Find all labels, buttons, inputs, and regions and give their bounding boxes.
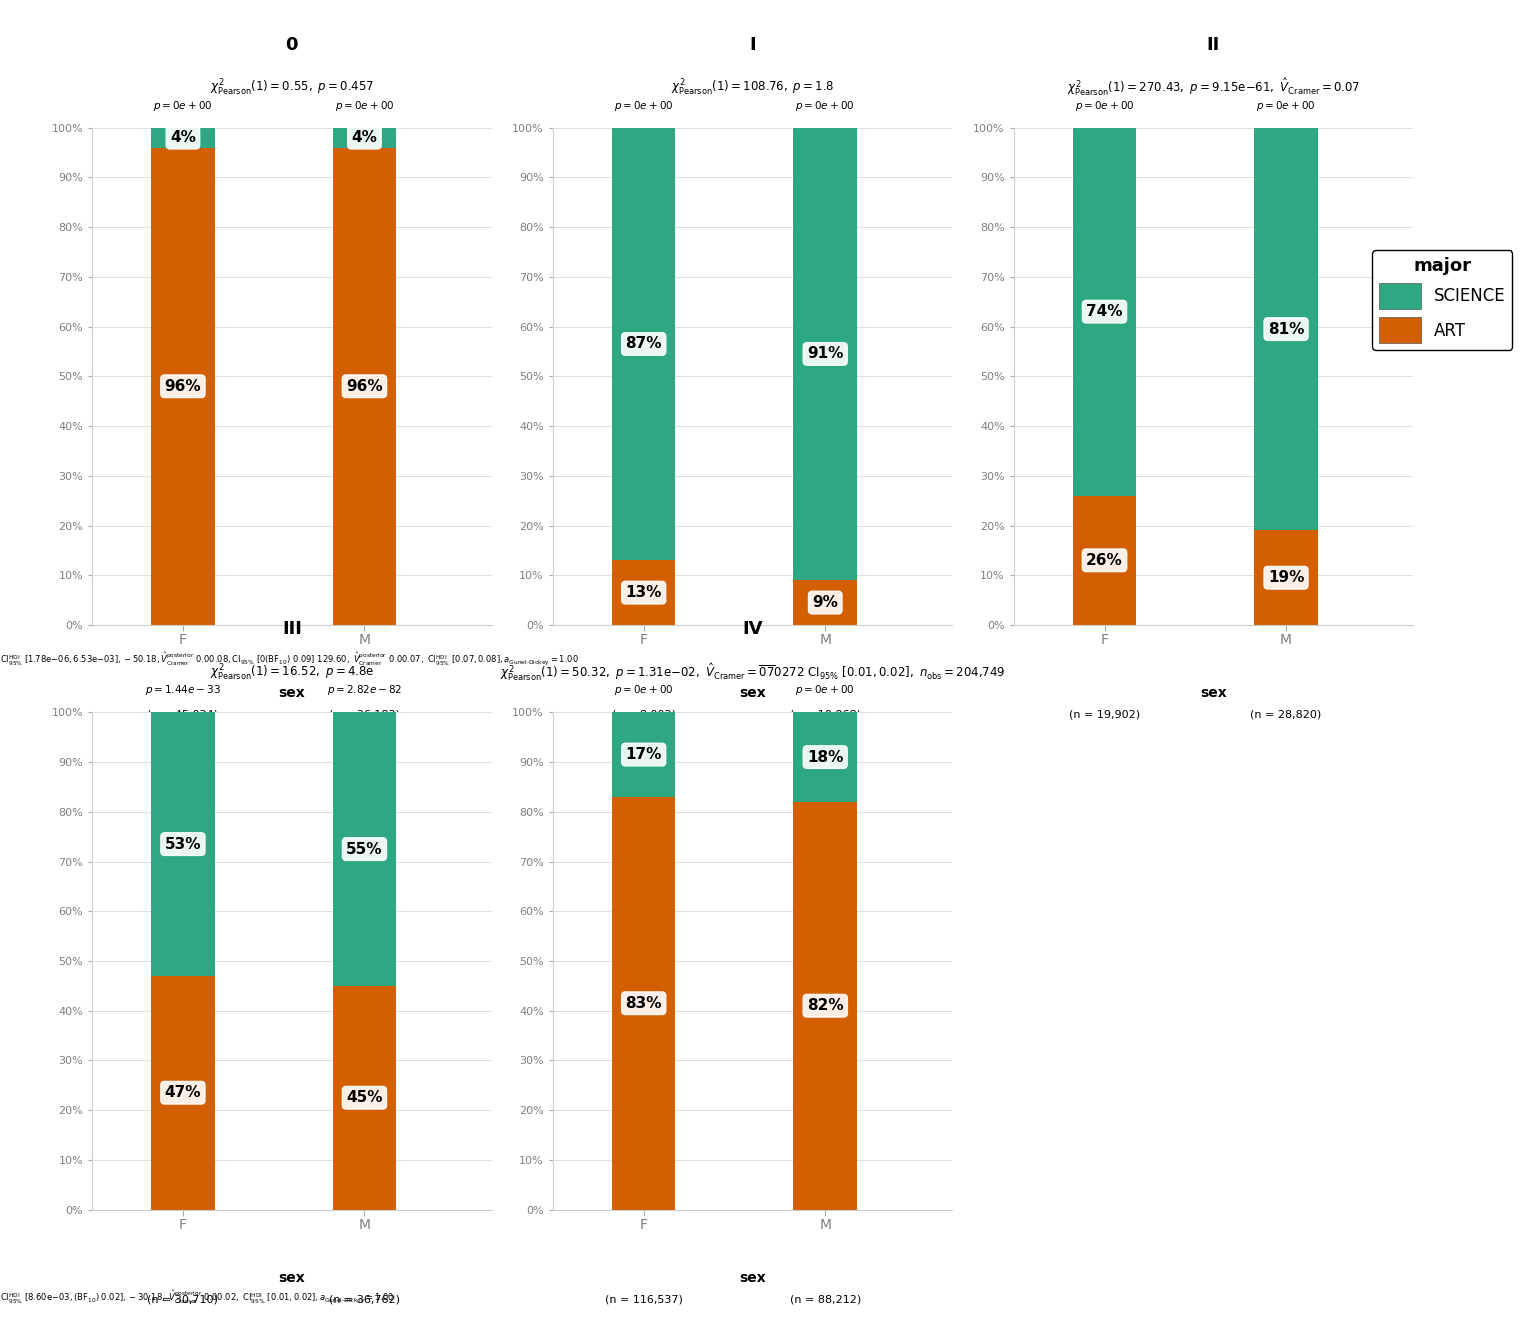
Text: 74%: 74% [1086,304,1123,319]
Text: 4%: 4% [170,130,197,145]
Text: (n = 88,212): (n = 88,212) [790,1294,860,1304]
X-axis label: sex: sex [278,1271,306,1285]
Bar [1255,531,1318,625]
Text: 55%: 55% [346,841,382,856]
Text: $p = 0e+00$: $p = 0e+00$ [796,683,856,698]
Text: 18%: 18% [806,750,843,765]
Text: I: I [750,36,756,54]
Text: (n = 10,868): (n = 10,868) [790,710,860,719]
Bar [794,128,857,581]
Text: (n = 116,537): (n = 116,537) [605,1294,682,1304]
Bar [794,712,857,802]
Bar [333,986,396,1210]
Text: $p = 0e+00$: $p = 0e+00$ [335,98,395,113]
Text: $p = 0e+00$: $p = 0e+00$ [1075,98,1134,113]
Bar [1255,128,1318,531]
Text: (n = 28,820): (n = 28,820) [1250,710,1321,719]
Text: 19%: 19% [1267,570,1304,585]
Bar [151,712,215,976]
Text: $p = 0e+00$: $p = 0e+00$ [796,98,856,113]
Bar [333,712,396,986]
Text: 13%: 13% [625,585,662,601]
Text: 96%: 96% [164,379,201,394]
X-axis label: sex: sex [278,687,306,700]
X-axis label: sex: sex [739,1271,766,1285]
Text: 0: 0 [286,36,298,54]
Text: 96%: 96% [346,379,382,394]
Text: 45%: 45% [346,1090,382,1105]
Bar [611,712,676,797]
Text: $\chi^2_{\mathrm{Pearson}}(1) = 0.55,\ p = 0.457$: $\chi^2_{\mathrm{Pearson}}(1) = 0.55,\ p… [210,78,373,98]
Text: 9%: 9% [813,595,839,610]
Text: $\chi^2_{\mathrm{Pearson}}(1) = 50.32,\ p = 1.31\mathrm{e}{-02},\ \hat{V}_{\math: $\chi^2_{\mathrm{Pearson}}(1) = 50.32,\ … [499,661,1006,683]
Text: 91%: 91% [806,347,843,362]
Text: (n = 45,034): (n = 45,034) [147,710,218,719]
Text: 53%: 53% [164,836,201,852]
Bar [333,148,396,625]
Text: 82%: 82% [806,999,843,1013]
Text: (n = 36,183): (n = 36,183) [329,710,399,719]
Text: $\chi^2_{\mathrm{Pearson}}(1) = 270.43,\ p = 9.15\mathrm{e}{-61},\ \hat{V}_{\mat: $\chi^2_{\mathrm{Pearson}}(1) = 270.43,\… [1066,77,1361,98]
Text: III: III [283,621,301,638]
Text: $\chi^2_{\mathrm{Pearson}}(1) = 16.52,\ p = 4.8\mathrm{e}$: $\chi^2_{\mathrm{Pearson}}(1) = 16.52,\ … [210,663,373,683]
Bar [611,560,676,625]
Text: 17%: 17% [625,747,662,762]
X-axis label: sex: sex [739,687,766,700]
Bar [151,128,215,148]
Bar [794,581,857,625]
Text: 83%: 83% [625,996,662,1011]
Bar [151,976,215,1210]
Bar [1072,496,1137,625]
Text: $p = 0e+00$: $p = 0e+00$ [614,98,673,113]
Legend: SCIENCE, ART: SCIENCE, ART [1372,250,1513,349]
Text: 26%: 26% [1086,552,1123,567]
Text: 4%: 4% [352,130,378,145]
Text: 81%: 81% [1267,321,1304,336]
Text: (n = 8,002): (n = 8,002) [611,710,676,719]
Bar [151,148,215,625]
Text: $\mathrm{CI}^{\mathrm{HDI}}_{95\%}$ $[1.78\mathrm{e}{-06}, 6.53\mathrm{e}{-03}],: $\mathrm{CI}^{\mathrm{HDI}}_{95\%}$ $[1.… [0,650,579,667]
Text: (n = 19,902): (n = 19,902) [1069,710,1140,719]
X-axis label: sex: sex [1200,687,1227,700]
Text: II: II [1207,36,1220,54]
Text: $p = 0e+00$: $p = 0e+00$ [154,98,212,113]
Text: 47%: 47% [164,1085,201,1101]
Text: (n = 36,762): (n = 36,762) [329,1294,399,1304]
Text: $p = 2.82e-82$: $p = 2.82e-82$ [327,683,402,698]
Bar [611,128,676,560]
Text: $p = 1.44e-33$: $p = 1.44e-33$ [144,683,221,698]
Bar [333,128,396,148]
Text: IV: IV [742,621,763,638]
Text: (n = 30,710): (n = 30,710) [147,1294,218,1304]
Text: $p = 0e+00$: $p = 0e+00$ [614,683,673,698]
Text: $\chi^2_{\mathrm{Pearson}}(1) = 108.76,\ p = 1.8$: $\chi^2_{\mathrm{Pearson}}(1) = 108.76,\… [671,78,834,98]
Text: $p = 0e+00$: $p = 0e+00$ [1256,98,1316,113]
Bar [794,802,857,1210]
Bar [1072,128,1137,496]
Bar [611,797,676,1210]
Text: $\mathrm{CI}^{\mathrm{HDI}}_{95\%}$ $[8.60\mathrm{e}{-03}, (\mathrm{BF}_{10})\ 0: $\mathrm{CI}^{\mathrm{HDI}}_{95\%}$ $[8.… [0,1289,395,1305]
Text: 87%: 87% [625,336,662,352]
